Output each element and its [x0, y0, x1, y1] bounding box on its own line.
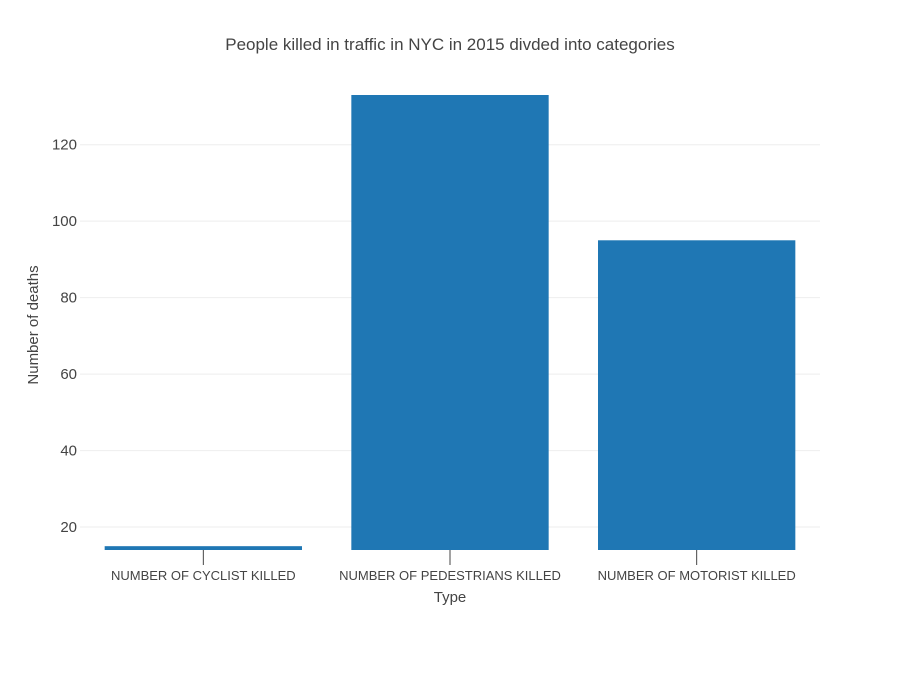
- bar[interactable]: [351, 95, 549, 550]
- y-tick-label: 120: [52, 137, 77, 154]
- bar[interactable]: [598, 240, 796, 550]
- x-axis-ticks: NUMBER OF CYCLIST KILLED NUMBER OF PEDEST…: [111, 550, 796, 583]
- x-tick-label: NUMBER OF MOTORIST KILLED: [598, 568, 796, 583]
- y-tick-label: 80: [60, 290, 77, 307]
- y-axis-ticks: 20 40 60 80 100 120: [52, 137, 77, 536]
- y-tick-label: 100: [52, 213, 77, 230]
- x-tick-label: NUMBER OF PEDESTRIANS KILLED: [339, 568, 561, 583]
- bar[interactable]: [104, 546, 303, 550]
- x-axis-title: Type: [434, 589, 467, 606]
- bars: [104, 95, 796, 550]
- y-axis-title: Number of deaths: [25, 265, 42, 384]
- y-tick-label: 20: [60, 519, 77, 536]
- y-tick-label: 40: [60, 443, 77, 460]
- chart-title: People killed in traffic in NYC in 2015 …: [225, 35, 675, 54]
- y-tick-label: 60: [60, 366, 77, 383]
- x-tick-label: NUMBER OF CYCLIST KILLED: [111, 568, 296, 583]
